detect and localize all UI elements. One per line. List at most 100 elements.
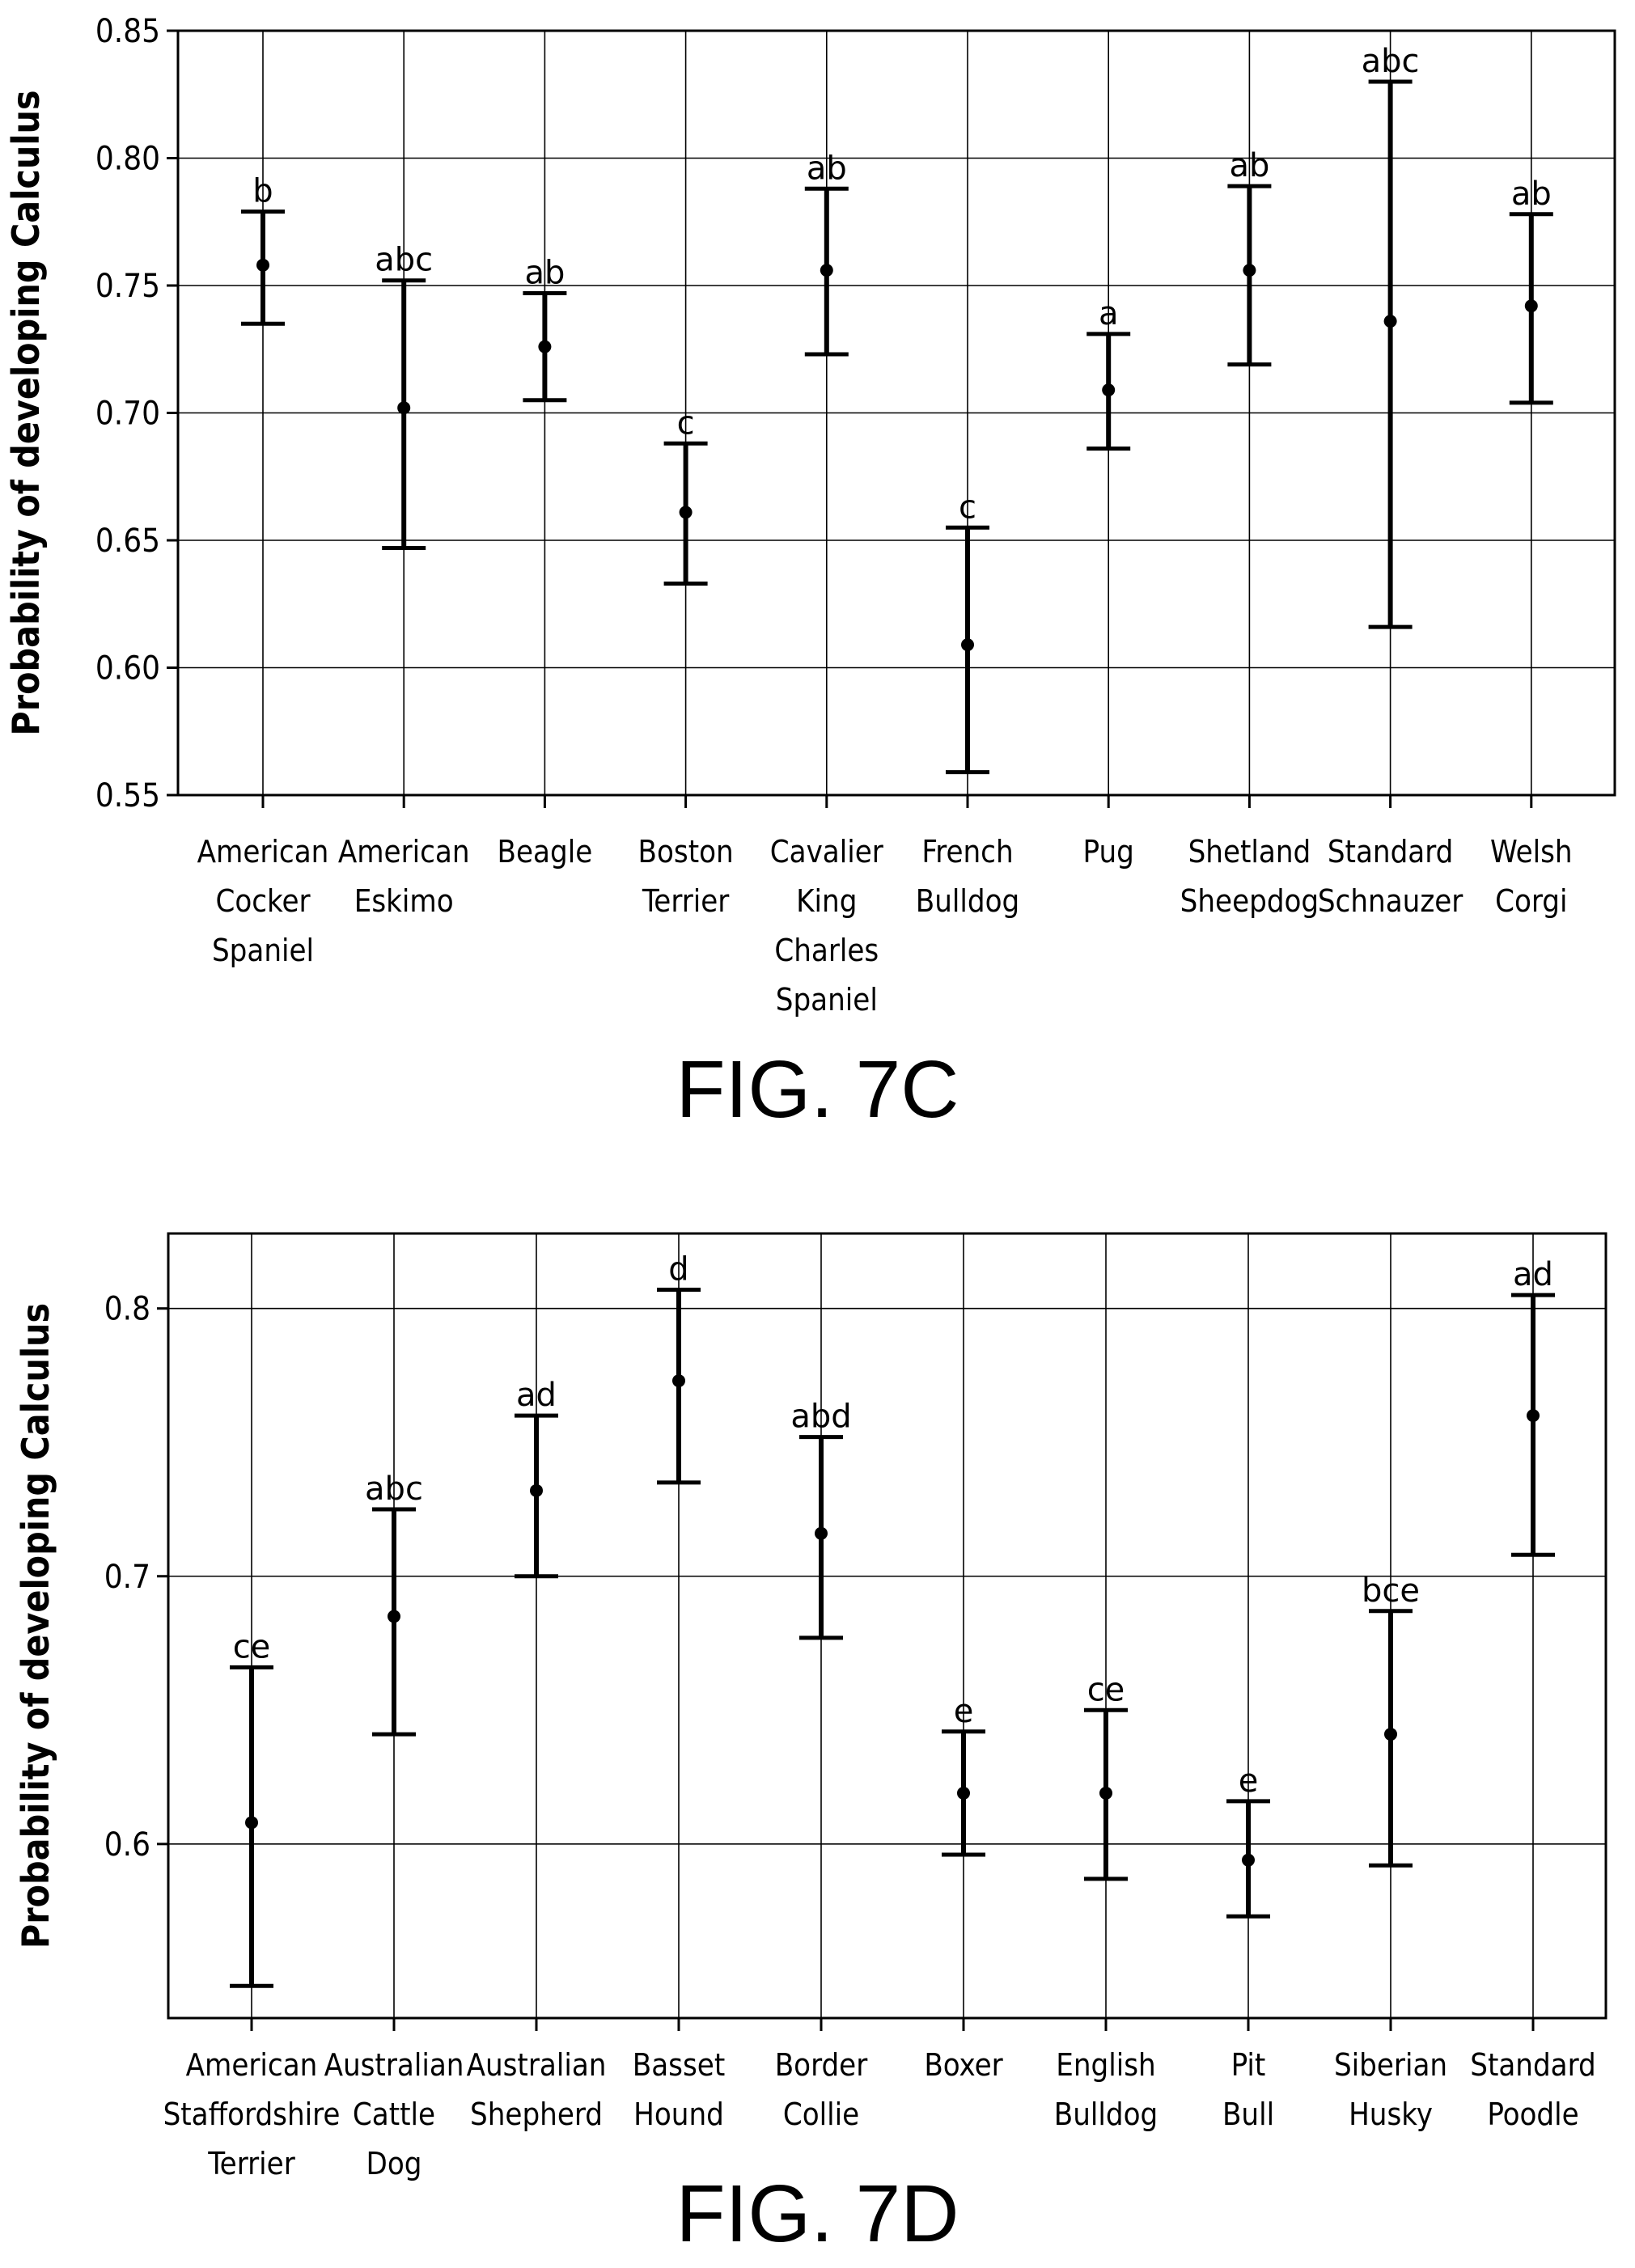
category-label-line: Eskimo <box>354 883 454 919</box>
category-label-line: Husky <box>1349 2097 1433 2132</box>
y-tick-label: 0.70 <box>95 396 160 433</box>
y-tick-label: 0.7 <box>104 1559 150 1596</box>
category-label: American Staffordshire Terrier <box>163 2047 341 2181</box>
category-label: Australian Cattle Dog <box>324 2047 464 2181</box>
category-label-line: Cattle <box>353 2097 435 2132</box>
data-point <box>957 1786 970 1800</box>
category-label-line: Poodle <box>1487 2097 1578 2132</box>
group-label: ad <box>516 1377 557 1414</box>
fig-7c-caption: FIG. 7C <box>676 1044 959 1135</box>
category-label: Standard Schnauzer <box>1318 834 1463 919</box>
category-label-line: Pit <box>1231 2047 1266 2083</box>
category-label: American Cocker Spaniel <box>197 834 329 968</box>
category-label-line: Spaniel <box>212 933 314 968</box>
category-label: Welsh Corgi <box>1490 834 1573 919</box>
data-point <box>820 264 833 277</box>
data-point <box>388 1610 400 1623</box>
category-label: Siberian Husky <box>1334 2047 1447 2132</box>
category-label-line: American <box>186 2047 318 2083</box>
category-label-line: Cavalier <box>770 834 884 870</box>
group-label: abc <box>375 242 433 279</box>
group-label: c <box>959 489 976 526</box>
group-label: ab <box>1229 147 1269 184</box>
group-label: ad <box>1513 1256 1553 1293</box>
category-label: Cavalier King Charles Spaniel <box>770 834 884 1018</box>
category-label-line: Dog <box>366 2146 422 2181</box>
category-label-line: Shetland <box>1188 834 1311 870</box>
group-label: c <box>677 404 695 442</box>
group-label: ab <box>807 150 847 187</box>
group-label: e <box>954 1693 974 1730</box>
category-label-line: Australian <box>324 2047 464 2083</box>
chart-7c-svg: 0.55 0.60 0.65 0.70 0.75 0.80 0.85 Probability … <box>4 13 1616 1018</box>
category-label: Border Collie <box>775 2047 868 2132</box>
category-label-line: Collie <box>783 2097 859 2132</box>
data-point <box>256 258 269 272</box>
category-label-line: Sheepdog <box>1180 883 1319 919</box>
category-label-line: Staffordshire <box>163 2097 341 2132</box>
data-point <box>1102 383 1116 397</box>
category-label-line: English <box>1056 2047 1155 2083</box>
data-point <box>1383 315 1397 328</box>
y-tick-label: 0.8 <box>104 1291 150 1328</box>
category-label: American Eskimo <box>338 834 470 919</box>
data-point <box>1099 1786 1112 1800</box>
category-label-line: American <box>338 834 470 870</box>
data-point <box>245 1816 258 1830</box>
data-point <box>679 506 693 519</box>
group-label: b <box>252 173 273 210</box>
category-label-line: Terrier <box>207 2146 295 2181</box>
group-label: d <box>668 1251 688 1288</box>
category-label-line: Welsh <box>1490 834 1573 870</box>
data-point <box>1384 1728 1397 1741</box>
group-label: ce <box>233 1628 271 1665</box>
category-label: Pit Bull <box>1222 2047 1274 2132</box>
category-label-line: French <box>921 834 1013 870</box>
group-label: bce <box>1362 1572 1420 1610</box>
y-tick-label: 0.80 <box>95 141 160 178</box>
plot-frame <box>167 1232 1607 2020</box>
category-label-line: Bulldog <box>1054 2097 1158 2132</box>
y-tick-label: 0.75 <box>95 268 160 305</box>
category-label-line: Boston <box>638 834 734 870</box>
y-tick-label: 0.55 <box>95 777 160 815</box>
category-label: Shetland Sheepdog <box>1180 834 1319 919</box>
category-label-line: Spaniel <box>776 982 878 1018</box>
category-label-line: Terrier <box>642 883 730 919</box>
category-label-line: Charles <box>774 933 879 968</box>
group-label: ab <box>1511 176 1552 213</box>
category-label-line: Border <box>775 2047 868 2083</box>
data-point <box>815 1526 828 1540</box>
category-label: French Bulldog <box>916 834 1019 919</box>
data-point <box>961 638 974 652</box>
chart-fig-7c: 0.55 0.60 0.65 0.70 0.75 0.80 0.85 Probability … <box>0 0 1635 1132</box>
category-label-line: Bulldog <box>916 883 1019 919</box>
y-axis-label: Probability of developing Calculus <box>4 90 48 735</box>
category-label: Australian Shepherd <box>467 2047 607 2132</box>
category-label-line: Standard <box>1328 834 1453 870</box>
data-point <box>1524 299 1538 313</box>
y-tick-label: 0.65 <box>95 523 160 560</box>
category-label: Boxer <box>924 2047 1003 2083</box>
category-label-line: Schnauzer <box>1318 883 1463 919</box>
y-tick-label: 0.6 <box>104 1826 150 1864</box>
category-label-line: King <box>796 883 857 919</box>
data-point <box>1243 264 1256 277</box>
category-label: Beagle <box>498 834 593 870</box>
category-label-line: Bull <box>1222 2097 1274 2132</box>
category-label: Boston Terrier <box>638 834 734 919</box>
data-point <box>672 1374 685 1388</box>
data-point <box>530 1483 543 1497</box>
group-label: a <box>1099 295 1119 332</box>
category-label-line: Shepherd <box>470 2097 603 2132</box>
category-label: Standard Poodle <box>1470 2047 1595 2132</box>
data-point <box>1527 1409 1540 1423</box>
group-label: abc <box>365 1470 423 1508</box>
y-tick-label: 0.60 <box>95 650 160 688</box>
data-point <box>1242 1853 1255 1867</box>
category-label-line: Standard <box>1470 2047 1595 2083</box>
category-label-line: Hound <box>633 2097 724 2132</box>
category-label-line: Beagle <box>498 834 593 870</box>
category-label-line: Australian <box>467 2047 607 2083</box>
category-label: English Bulldog <box>1054 2047 1158 2132</box>
